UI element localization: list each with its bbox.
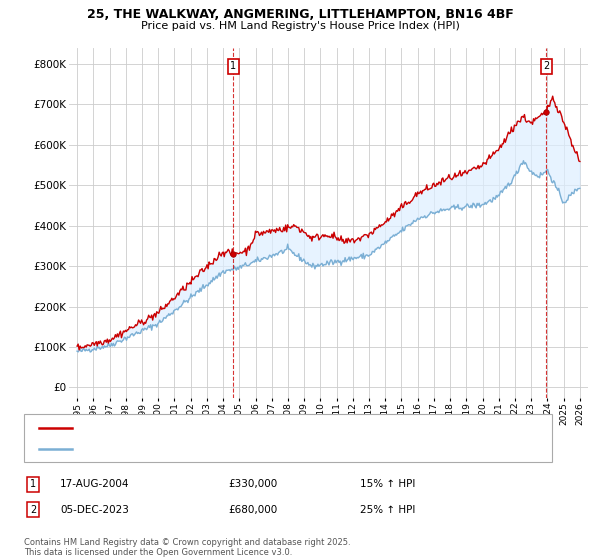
Text: £680,000: £680,000 xyxy=(228,505,277,515)
Text: 05-DEC-2023: 05-DEC-2023 xyxy=(60,505,129,515)
Text: 17-AUG-2004: 17-AUG-2004 xyxy=(60,479,130,489)
Text: £330,000: £330,000 xyxy=(228,479,277,489)
Text: 25% ↑ HPI: 25% ↑ HPI xyxy=(360,505,415,515)
Text: 25, THE WALKWAY, ANGMERING, LITTLEHAMPTON, BN16 4BF (detached house): 25, THE WALKWAY, ANGMERING, LITTLEHAMPTO… xyxy=(78,423,452,432)
Text: 15% ↑ HPI: 15% ↑ HPI xyxy=(360,479,415,489)
Text: 25, THE WALKWAY, ANGMERING, LITTLEHAMPTON, BN16 4BF: 25, THE WALKWAY, ANGMERING, LITTLEHAMPTO… xyxy=(86,8,514,21)
Text: Contains HM Land Registry data © Crown copyright and database right 2025.
This d: Contains HM Land Registry data © Crown c… xyxy=(24,538,350,557)
Text: HPI: Average price, detached house, Arun: HPI: Average price, detached house, Arun xyxy=(78,444,277,453)
Text: 2: 2 xyxy=(543,61,549,71)
Text: 1: 1 xyxy=(230,61,236,71)
Text: 2: 2 xyxy=(30,505,36,515)
Text: Price paid vs. HM Land Registry's House Price Index (HPI): Price paid vs. HM Land Registry's House … xyxy=(140,21,460,31)
Text: 1: 1 xyxy=(30,479,36,489)
